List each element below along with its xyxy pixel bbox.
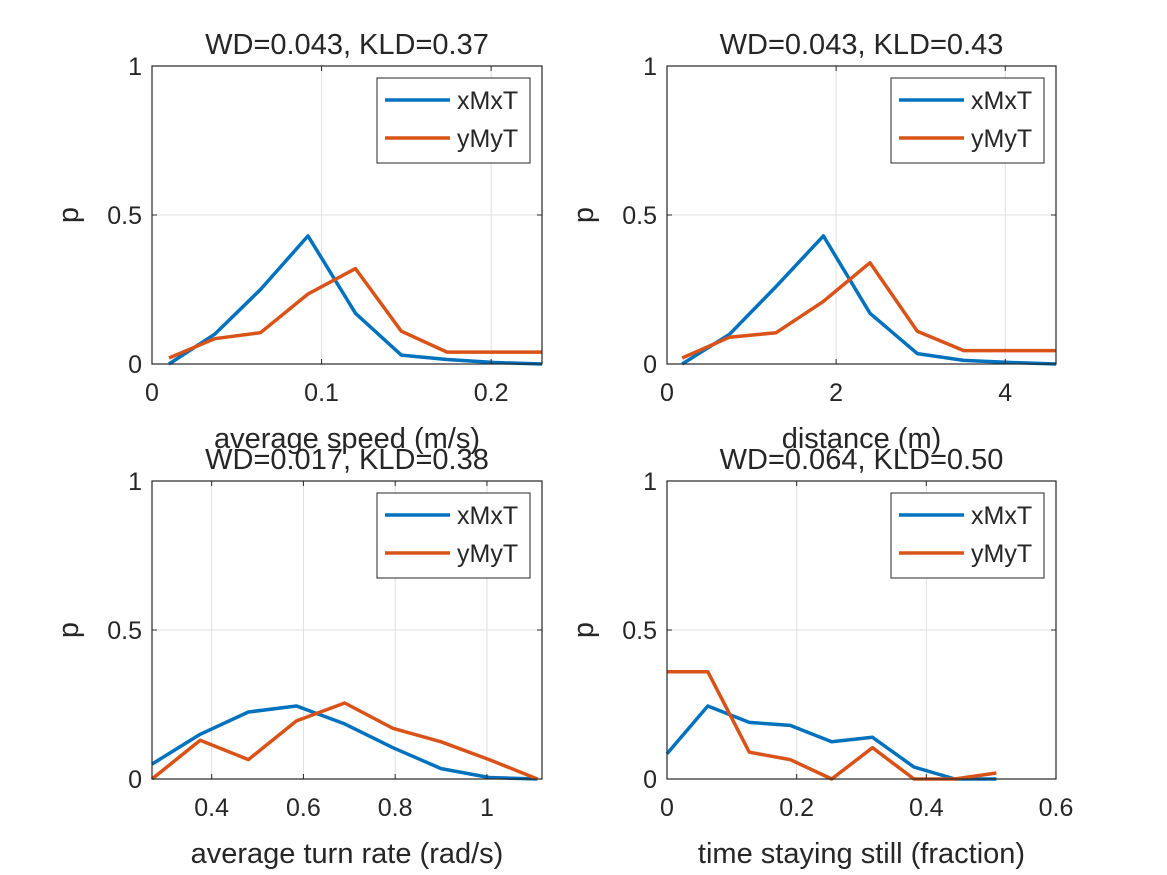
- x-tick-label: 0.4: [194, 794, 229, 822]
- x-tick-label: 0.6: [286, 794, 321, 822]
- y-tick-label: 1: [128, 53, 142, 81]
- chart-panel-2: 0 2 4 0 0.5 1 WD=0.043, KLD=0.43 distance (m) p x…: [568, 29, 1057, 455]
- y-tick-label: 0: [128, 351, 142, 379]
- x-axis-label: time staying still (fraction): [698, 838, 1025, 870]
- series-line-yMyT: [168, 266, 542, 360]
- x-tick-label: 0.8: [378, 794, 413, 822]
- series-line-xMxT: [665, 704, 997, 781]
- x-tick-label: 2: [829, 379, 843, 407]
- x-tick-label: 0: [660, 794, 674, 822]
- y-tick-label: 0.5: [107, 202, 142, 230]
- legend-label-yMyT: yMyT: [457, 540, 518, 568]
- y-axis-label: p: [568, 207, 600, 223]
- x-axis-label: distance (m): [782, 423, 942, 455]
- x-tick-label: 0.1: [304, 379, 339, 407]
- y-tick-label: 1: [643, 468, 657, 496]
- x-tick-label: 1: [480, 794, 494, 822]
- y-tick-label: 0.5: [107, 617, 142, 645]
- series-line-xMxT: [681, 234, 1057, 366]
- legend-label-yMyT: yMyT: [457, 125, 518, 153]
- series-line-xMxT: [151, 704, 538, 781]
- chart-title: WD=0.017, KLD=0.38: [205, 444, 489, 476]
- y-tick-label: 0: [643, 351, 657, 379]
- legend: xMxT yMyT: [890, 492, 1045, 579]
- x-tick-label: 4: [998, 379, 1012, 407]
- series-line-yMyT: [681, 260, 1056, 360]
- x-tick-label: 0.2: [779, 794, 814, 822]
- y-axis-label: p: [53, 207, 85, 223]
- legend-box: [376, 492, 531, 579]
- y-axis-label: p: [53, 622, 85, 638]
- chart-panel-3: 0.4 0.6 0.8 1 0 0.5 1 WD=0.017, KLD=0.38 average…: [53, 444, 543, 870]
- series-line-xMxT: [168, 234, 543, 366]
- y-tick-label: 0: [643, 766, 657, 794]
- legend: xMxT yMyT: [890, 77, 1045, 164]
- y-axis-label: p: [568, 622, 600, 638]
- legend: xMxT yMyT: [376, 492, 531, 579]
- legend-label-xMxT: xMxT: [457, 502, 518, 530]
- legend-box: [890, 492, 1045, 579]
- legend-label-xMxT: xMxT: [971, 87, 1032, 115]
- chart-panel-4: 0 0.2 0.4 0.6 0 0.5 1 WD=0.064, KLD=0.50 time st…: [568, 444, 1073, 870]
- y-tick-label: 1: [128, 468, 142, 496]
- y-tick-label: 0.5: [622, 617, 657, 645]
- legend-label-yMyT: yMyT: [971, 125, 1032, 153]
- legend-label-xMxT: xMxT: [457, 87, 518, 115]
- x-axis-label: average turn rate (rad/s): [191, 838, 504, 870]
- x-tick-label: 0: [145, 379, 159, 407]
- legend-box: [890, 77, 1045, 164]
- y-tick-label: 0: [128, 766, 142, 794]
- chart-panel-1: 0 0.1 0.2 0 0.5 1 WD=0.043, KLD=0.37 average sp…: [53, 29, 543, 455]
- chart-title: WD=0.043, KLD=0.43: [720, 29, 1004, 61]
- legend-box: [376, 77, 531, 164]
- chart-title: WD=0.043, KLD=0.37: [205, 29, 489, 61]
- series-line-yMyT: [150, 701, 539, 781]
- x-axis-label: average speed (m/s): [214, 423, 480, 455]
- y-tick-label: 0.5: [622, 202, 657, 230]
- legend-label-xMxT: xMxT: [971, 502, 1032, 530]
- x-tick-label: 0.6: [1039, 794, 1074, 822]
- legend: xMxT yMyT: [376, 77, 531, 164]
- y-tick-label: 1: [643, 53, 657, 81]
- chart-title: WD=0.064, KLD=0.50: [720, 444, 1004, 476]
- x-tick-label: 0.2: [474, 379, 509, 407]
- legend-label-yMyT: yMyT: [971, 540, 1032, 568]
- x-tick-label: 0.4: [909, 794, 944, 822]
- x-tick-label: 0: [660, 379, 674, 407]
